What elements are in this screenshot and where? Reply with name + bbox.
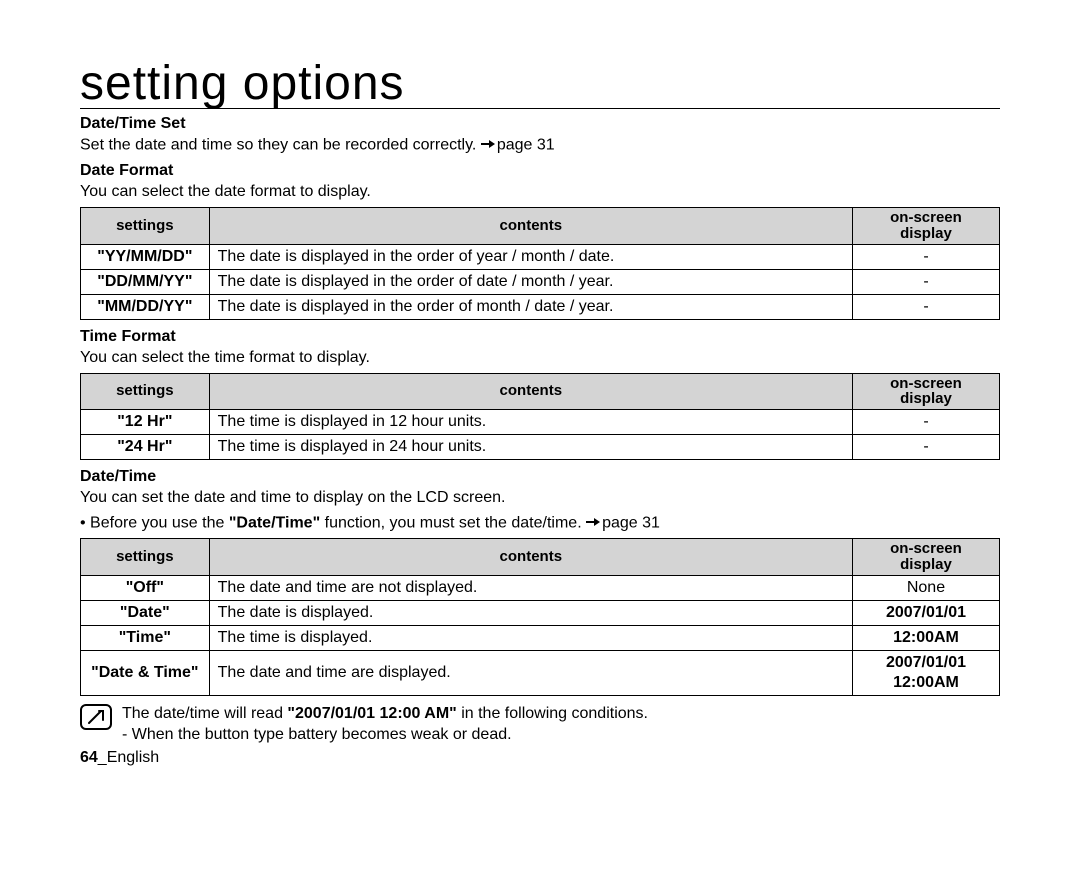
th-display: on-screen display — [852, 373, 999, 410]
footer-lang: English — [107, 749, 159, 766]
cell-display: 2007/01/01 — [852, 600, 999, 625]
cell-setting: "Time" — [81, 625, 210, 650]
cell-display: - — [852, 410, 999, 435]
table-row: "Time"The time is displayed.12:00AM — [81, 625, 1000, 650]
cell-display: - — [852, 269, 999, 294]
th-contents: contents — [209, 208, 852, 245]
footer-sep: _ — [98, 749, 107, 766]
cell-content: The date and time are displayed. — [209, 650, 852, 695]
note-icon — [80, 704, 112, 730]
cell-content: The date is displayed in the order of mo… — [209, 294, 852, 319]
cell-content: The time is displayed. — [209, 625, 852, 650]
page-title: setting options — [80, 60, 1000, 109]
page-footer: 64_English — [80, 749, 1000, 767]
table-row: "Off"The date and time are not displayed… — [81, 575, 1000, 600]
cell-display: - — [852, 244, 999, 269]
cell-setting: "12 Hr" — [81, 410, 210, 435]
cell-display: - — [852, 294, 999, 319]
cell-display: 2007/01/01 12:00AM — [852, 650, 999, 695]
cell-content: The date is displayed. — [209, 600, 852, 625]
table-time-format: settings contents on-screen display "12 … — [80, 373, 1000, 461]
table-row: "Date"The date is displayed.2007/01/01 — [81, 600, 1000, 625]
pageref-datetime-set: page 31 — [497, 137, 555, 154]
th-contents: contents — [209, 539, 852, 576]
footer-pagenum: 64 — [80, 749, 98, 766]
cell-content: The time is displayed in 24 hour units. — [209, 435, 852, 460]
body-date-format: You can select the date format to displa… — [80, 182, 1000, 203]
table-row: "YY/MM/DD"The date is displayed in the o… — [81, 244, 1000, 269]
pageref-date-time: page 31 — [602, 514, 660, 531]
th-settings: settings — [81, 539, 210, 576]
body-datetime-set: Set the date and time so they can be rec… — [80, 135, 1000, 156]
th-contents: contents — [209, 373, 852, 410]
arrow-right-icon — [586, 513, 602, 534]
bullet-pre: • Before you use the — [80, 514, 229, 531]
body-date-time-1: You can set the date and time to display… — [80, 488, 1000, 509]
heading-date-format: Date Format — [80, 162, 1000, 180]
table-row: "MM/DD/YY"The date is displayed in the o… — [81, 294, 1000, 319]
note-text: The date/time will read "2007/01/01 12:0… — [122, 704, 648, 746]
tbody-date-time: "Off"The date and time are not displayed… — [81, 575, 1000, 695]
th-settings: settings — [81, 208, 210, 245]
cell-display: 12:00AM — [852, 625, 999, 650]
heading-time-format: Time Format — [80, 328, 1000, 346]
cell-setting: "Off" — [81, 575, 210, 600]
cell-setting: "YY/MM/DD" — [81, 244, 210, 269]
heading-date-time: Date/Time — [80, 468, 1000, 486]
cell-setting: "DD/MM/YY" — [81, 269, 210, 294]
bullet-post: function, you must set the date/time. — [320, 514, 581, 531]
cell-setting: "Date & Time" — [81, 650, 210, 695]
bullet-bold: "Date/Time" — [229, 514, 320, 531]
cell-content: The time is displayed in 12 hour units. — [209, 410, 852, 435]
tbody-time-format: "12 Hr"The time is displayed in 12 hour … — [81, 410, 1000, 460]
table-row: "24 Hr"The time is displayed in 24 hour … — [81, 435, 1000, 460]
th-display: on-screen display — [852, 539, 999, 576]
cell-content: The date and time are not displayed. — [209, 575, 852, 600]
note-l1-bold: "2007/01/01 12:00 AM" — [287, 705, 456, 722]
note-line2: - When the button type battery becomes w… — [122, 725, 648, 746]
text-datetime-set: Set the date and time so they can be rec… — [80, 137, 476, 154]
cell-display: None — [852, 575, 999, 600]
th-display: on-screen display — [852, 208, 999, 245]
note-l1-pre: The date/time will read — [122, 705, 287, 722]
note-line1: The date/time will read "2007/01/01 12:0… — [122, 704, 648, 725]
note-l1-post: in the following conditions. — [457, 705, 648, 722]
cell-setting: "MM/DD/YY" — [81, 294, 210, 319]
table-row: "12 Hr"The time is displayed in 12 hour … — [81, 410, 1000, 435]
table-date-time: settings contents on-screen display "Off… — [80, 538, 1000, 696]
tbody-date-format: "YY/MM/DD"The date is displayed in the o… — [81, 244, 1000, 319]
heading-datetime-set: Date/Time Set — [80, 115, 1000, 133]
body-date-time-bullet: • Before you use the "Date/Time" functio… — [80, 513, 1000, 534]
cell-content: The date is displayed in the order of da… — [209, 269, 852, 294]
table-date-format: settings contents on-screen display "YY/… — [80, 207, 1000, 320]
table-row: "DD/MM/YY"The date is displayed in the o… — [81, 269, 1000, 294]
cell-setting: "Date" — [81, 600, 210, 625]
arrow-right-icon — [481, 135, 497, 156]
note-block: The date/time will read "2007/01/01 12:0… — [80, 704, 1000, 746]
cell-setting: "24 Hr" — [81, 435, 210, 460]
cell-display: - — [852, 435, 999, 460]
table-row: "Date & Time"The date and time are displ… — [81, 650, 1000, 695]
body-time-format: You can select the time format to displa… — [80, 348, 1000, 369]
th-settings: settings — [81, 373, 210, 410]
cell-content: The date is displayed in the order of ye… — [209, 244, 852, 269]
